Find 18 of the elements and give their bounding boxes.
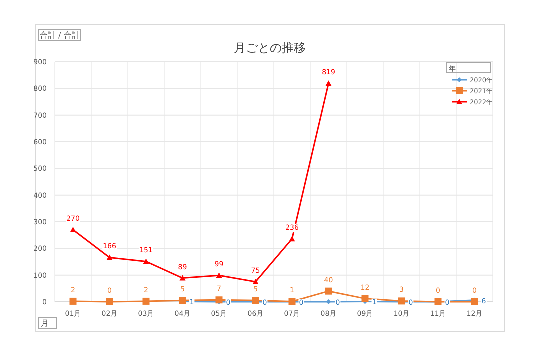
point: [106, 254, 113, 260]
point: [180, 275, 186, 281]
point: [106, 298, 114, 306]
point: [70, 298, 77, 305]
point: [362, 295, 369, 302]
point: [289, 236, 296, 242]
point: [325, 288, 332, 295]
point: [142, 298, 150, 305]
x-axis-title: 月: [41, 319, 49, 328]
point: [216, 272, 222, 278]
point: [252, 297, 260, 304]
point: [216, 296, 223, 304]
point: [326, 300, 332, 304]
point: [326, 80, 332, 86]
point: [143, 258, 150, 264]
chart-title: 月ごとの推移: [234, 41, 306, 55]
point: [252, 279, 259, 284]
point: [471, 298, 478, 306]
